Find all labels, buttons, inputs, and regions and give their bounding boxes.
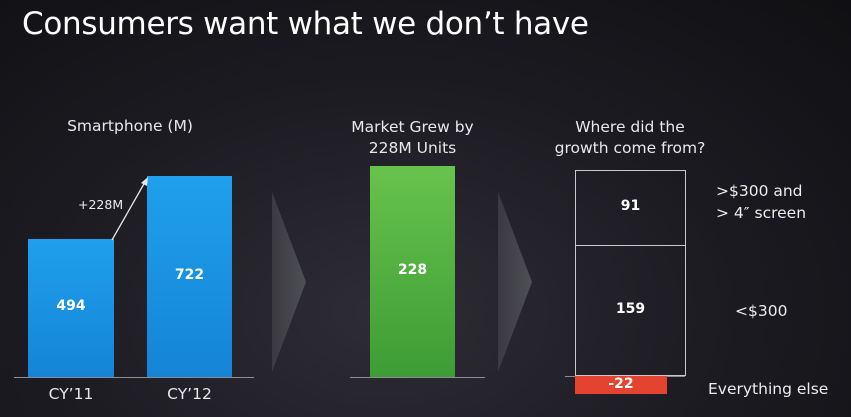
segment-over-300-value: 91 [620,198,641,215]
bar-cy11-value: 494 [56,298,86,315]
growth-source-title-line2: growth come from? [554,139,706,157]
segment-over-300-large-screen: 91 [575,170,686,246]
legend-everything-else: Everything else [708,380,829,398]
chevron-right-icon [498,192,532,372]
growth-arrow-icon [111,177,148,241]
x-label-cy12: CY’12 [167,385,212,403]
segment-under-300: 159 [575,244,686,376]
legend-over-300: >$300 and > 4″ screen [716,180,806,224]
growth-source-title: Where did the growth come from? [540,117,720,159]
legend-over-300-line1: >$300 and [716,182,803,200]
growth-source-title-line1: Where did the [575,118,685,136]
bar-market-growth: 228 [370,166,455,377]
market-grew-title: Market Grew by 228M Units [335,117,490,159]
left-chart-baseline [14,377,254,378]
bar-cy11: 494 [28,239,114,377]
bar-cy12: 722 [147,176,232,377]
legend-under-300: <$300 [735,302,788,320]
legend-over-300-line2: > 4″ screen [716,204,807,222]
chevron-right-icon [272,192,306,372]
market-grew-title-line2: 228M Units [368,139,457,157]
segment-under-300-value: 159 [615,301,646,318]
growth-annotation: +228M [78,197,124,212]
x-label-cy11: CY’11 [48,385,94,403]
bar-cy12-value: 722 [174,266,205,283]
market-grew-title-line1: Market Grew by [351,118,474,136]
bar-market-growth-value: 228 [397,261,428,278]
slide-title: Consumers want what we don’t have [22,6,589,42]
middle-chart-baseline [350,377,485,378]
smartphone-chart-title: Smartphone (M) [67,117,193,135]
segment-everything-else-value: -22 [608,376,634,393]
segment-everything-else: -22 [575,376,667,395]
